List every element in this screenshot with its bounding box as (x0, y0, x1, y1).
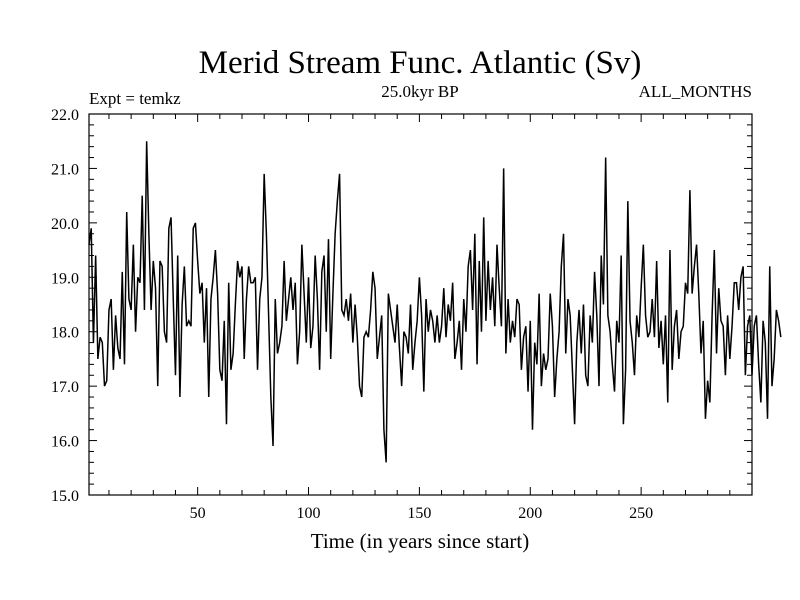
x-tick-labels: 50 100 150 200 250 (190, 505, 653, 522)
y-tick-label: 16.0 (51, 434, 79, 451)
chart-title: Merid Stream Func. Atlantic (Sv) (199, 45, 642, 81)
experiment-label: Expt = temkz (89, 89, 181, 108)
x-tick-label: 150 (407, 505, 431, 522)
axis-ticks (89, 113, 752, 496)
y-tick-label: 17.0 (51, 379, 79, 396)
x-tick-label: 200 (518, 505, 542, 522)
x-tick-label: 50 (190, 505, 206, 522)
x-tick-label: 100 (297, 505, 321, 522)
x-axis-label: Time (in years since start) (311, 529, 530, 553)
plot-frame (88, 113, 753, 496)
y-tick-label: 18.0 (51, 325, 79, 342)
y-tick-label: 19.0 (51, 270, 79, 287)
y-tick-label: 21.0 (51, 161, 79, 178)
months-label: ALL_MONTHS (639, 82, 752, 101)
y-tick-label: 20.0 (51, 216, 79, 233)
period-label: 25.0kyr BP (381, 82, 458, 101)
y-tick-label: 22.0 (51, 107, 79, 124)
series-line (88, 141, 782, 463)
y-tick-label: 15.0 (51, 488, 79, 505)
y-tick-labels: 15.0 16.0 17.0 18.0 19.0 20.0 21.0 22.0 (51, 107, 79, 505)
x-tick-label: 250 (629, 505, 653, 522)
